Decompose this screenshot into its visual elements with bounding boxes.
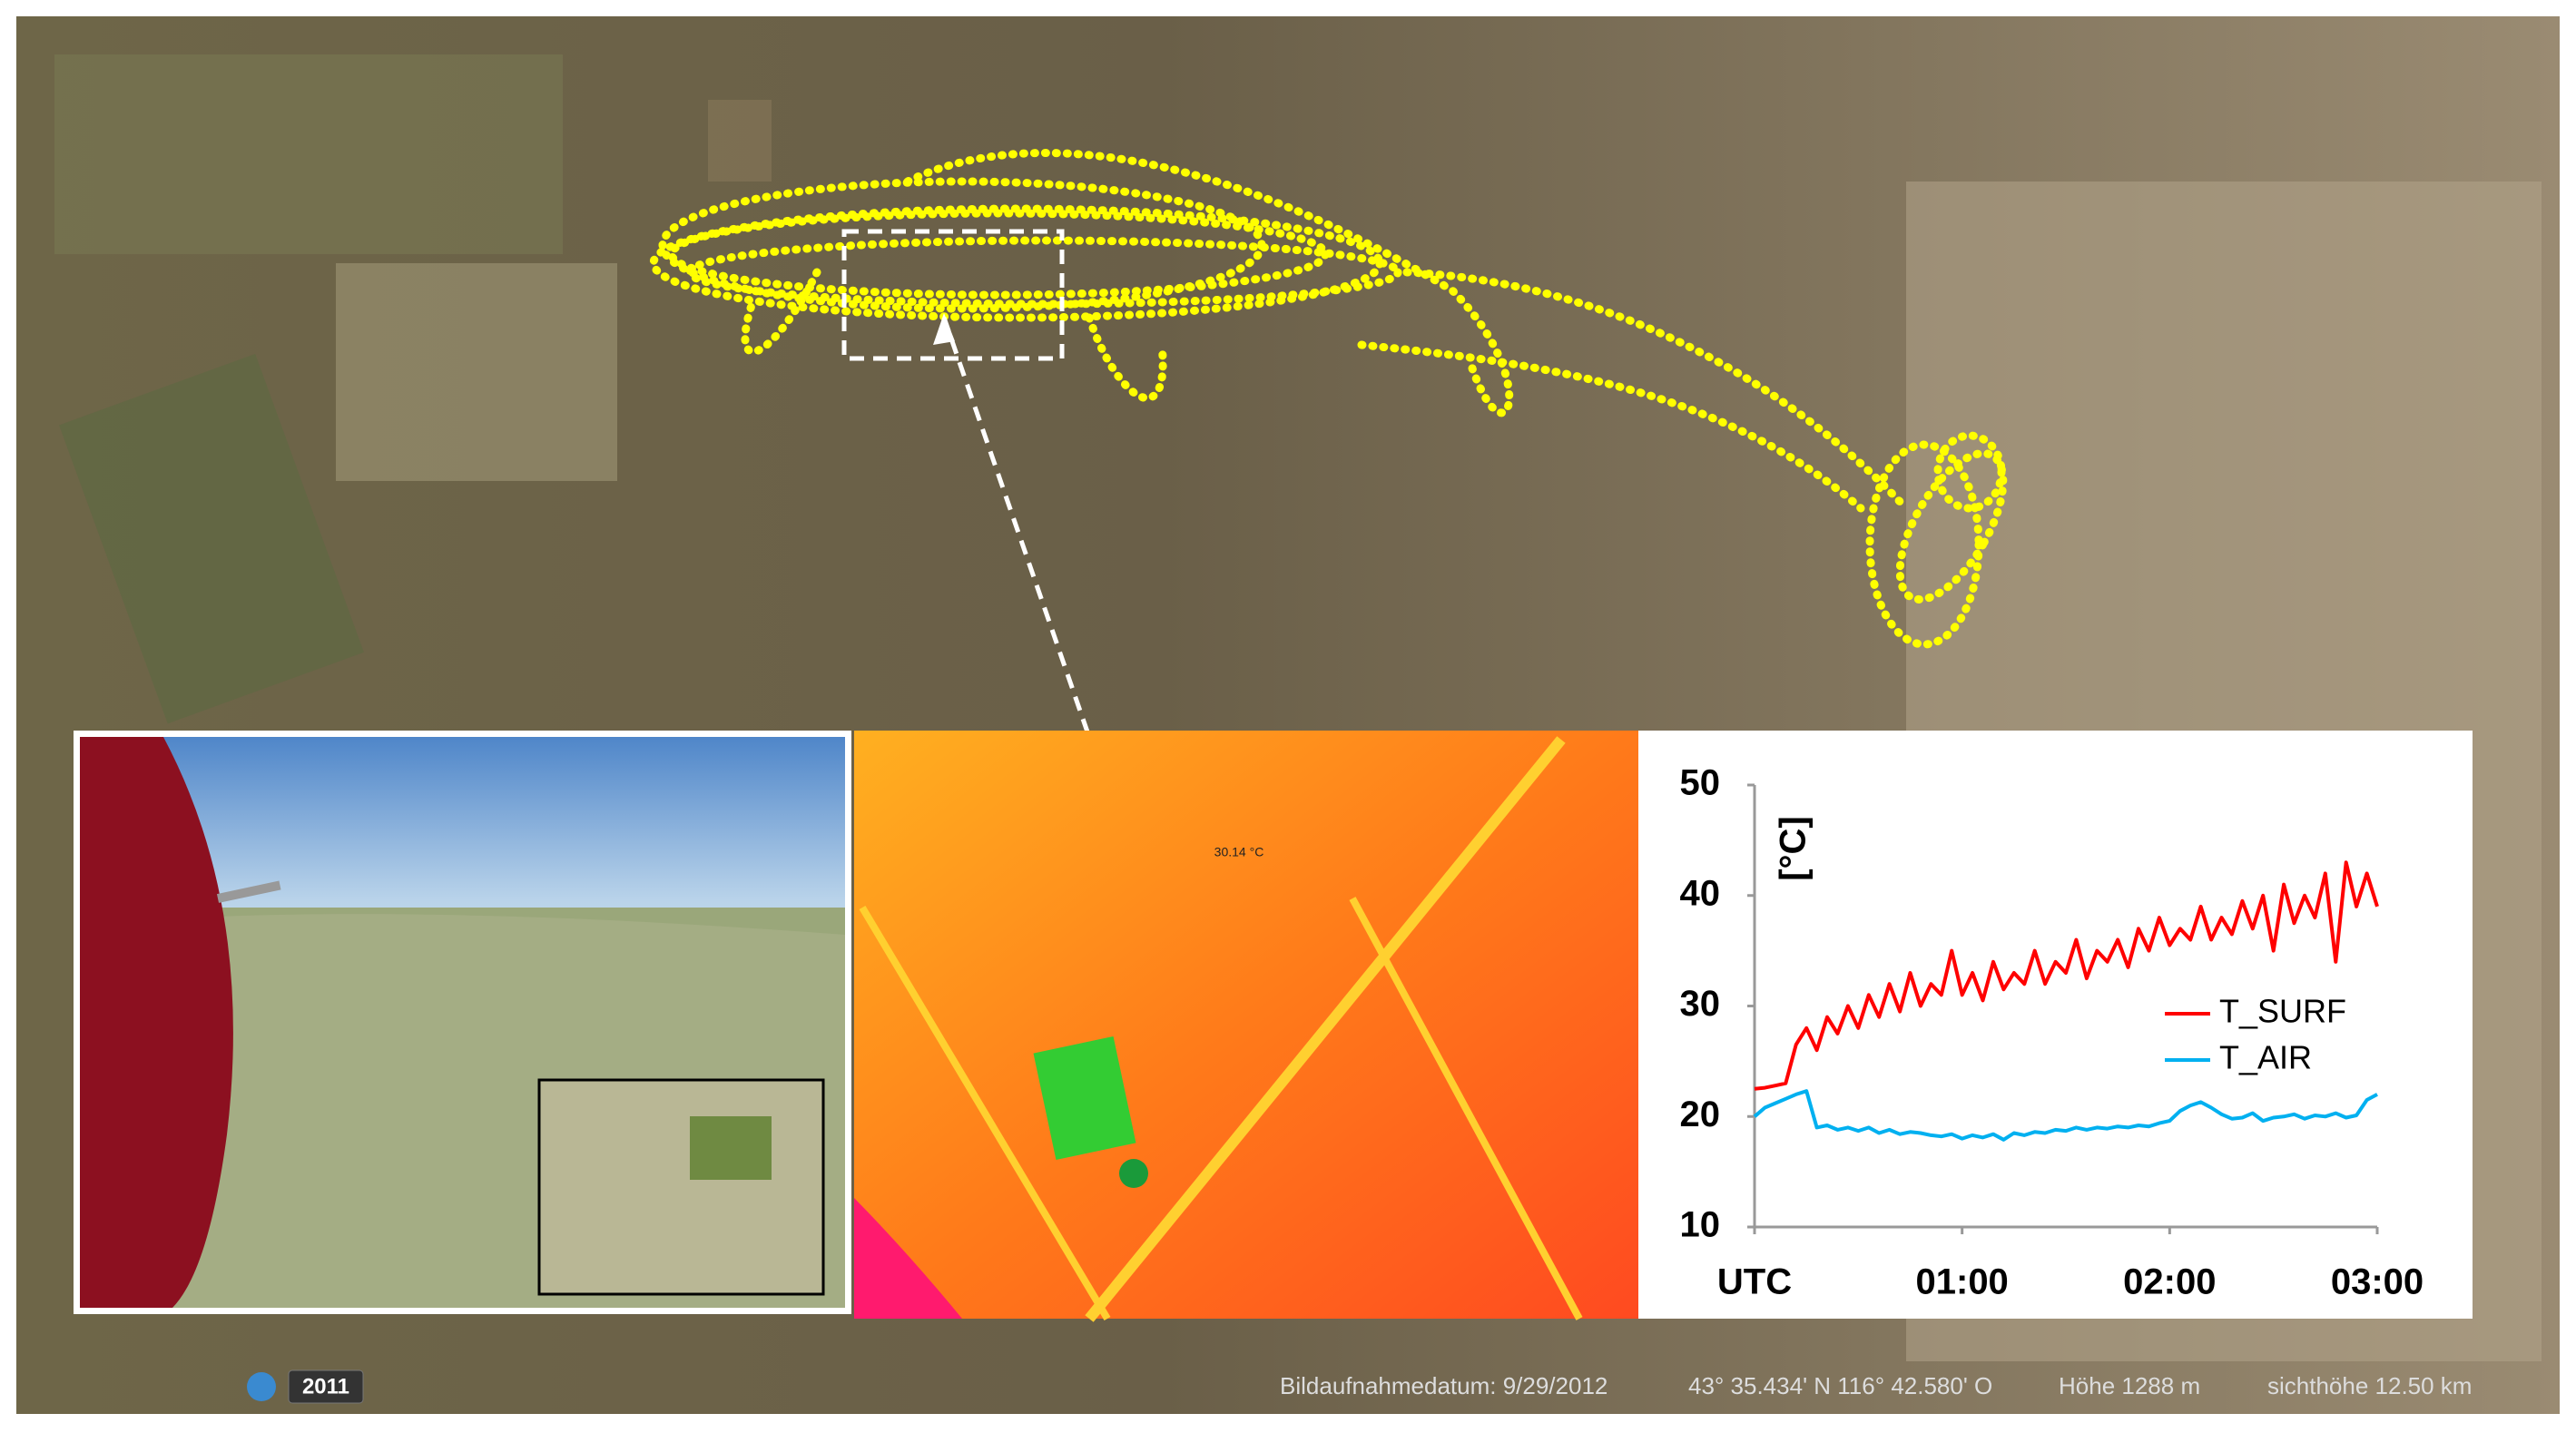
y-axis-label: [°C] (1774, 816, 1814, 881)
x-tick-label: 02:00 (2123, 1262, 2216, 1302)
chart: 10 20 30 40 50 UTC 01:00 02:00 03:00 [°C] T_SURF T_… (1680, 763, 2424, 1302)
y-tick-label: 30 (1680, 984, 1721, 1024)
coordinates: 43° 35.434' N 116° 42.580' O (1688, 1372, 1992, 1399)
x-tick-label: 01:00 (1916, 1262, 2009, 1302)
data-line (1754, 860, 2379, 1091)
thermal-inset: 30.14 °C (854, 731, 1638, 1322)
y-tick-label: 40 (1680, 873, 1721, 913)
x-tick-label: UTC (1717, 1262, 1792, 1302)
data-line (1753, 1089, 2378, 1142)
y-tick-label: 20 (1680, 1094, 1721, 1134)
thermal-label: 30.14 °C (1214, 845, 1264, 859)
y-tick-label: 50 (1680, 763, 1721, 803)
x-tick-label: 03:00 (2331, 1262, 2424, 1302)
elevation: Höhe 1288 m (2059, 1372, 2200, 1399)
eye-altitude: sichthöhe 12.50 km (2267, 1372, 2472, 1399)
y-tick-label: 10 (1680, 1205, 1721, 1245)
year: 2011 (302, 1374, 349, 1399)
legend-label: T_SURF (2219, 993, 2346, 1030)
focus-box (841, 229, 1065, 361)
chart-panel (1638, 731, 2473, 1319)
flight-track (649, 149, 2008, 649)
arrow-head (933, 313, 955, 345)
status-bar: 2011 Bildaufnahmedatum: 9/29/2012 43° 35… (247, 1369, 2472, 1404)
photo-inset (74, 731, 851, 1314)
legend-label: T_AIR (2219, 1039, 2312, 1076)
image-date: Bildaufnahmedatum: 9/29/2012 (1280, 1372, 1608, 1399)
